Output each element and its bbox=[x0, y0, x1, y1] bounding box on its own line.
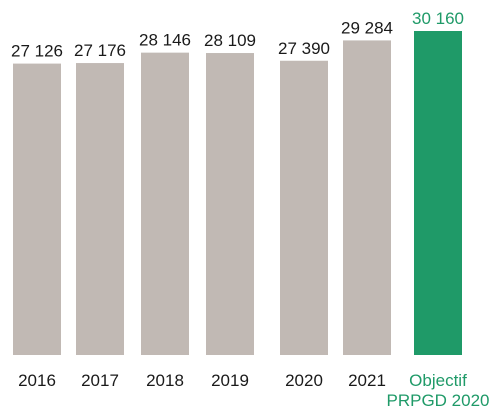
value-label: 27 390 bbox=[278, 39, 330, 58]
value-label: 30 160 bbox=[412, 9, 464, 28]
value-label: 28 146 bbox=[139, 31, 191, 50]
category-label: PRPGD 2020 bbox=[387, 391, 490, 410]
bar-2021 bbox=[343, 40, 391, 355]
category-label: 2019 bbox=[211, 371, 249, 390]
category-label: 2021 bbox=[348, 371, 386, 390]
value-label: 29 284 bbox=[341, 18, 393, 37]
category-label: 2017 bbox=[81, 371, 119, 390]
bar-2018 bbox=[141, 52, 189, 356]
bar-objectif bbox=[414, 31, 462, 355]
bar-2019 bbox=[206, 53, 254, 355]
value-label: 28 109 bbox=[204, 31, 256, 50]
category-label: 2020 bbox=[285, 371, 323, 390]
bar-2020 bbox=[280, 60, 328, 355]
category-label: Objectif bbox=[409, 371, 467, 390]
category-label: 2018 bbox=[146, 371, 184, 390]
category-label: 2016 bbox=[18, 371, 56, 390]
value-label: 27 176 bbox=[74, 41, 126, 60]
bar-2017 bbox=[76, 63, 124, 355]
value-label: 27 126 bbox=[11, 42, 63, 61]
bar-2016 bbox=[13, 63, 61, 355]
